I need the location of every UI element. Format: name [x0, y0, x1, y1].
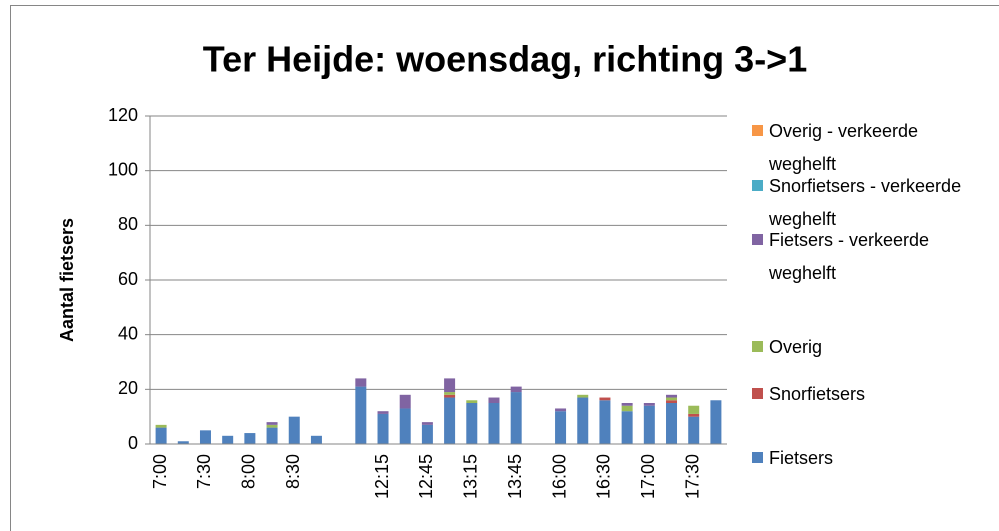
bar-segment: [621, 405, 633, 412]
bar-segment: [310, 435, 322, 444]
legend-entry: Snorfietsers - verkeerde weghelft: [752, 170, 989, 236]
x-tick-label: 12:15: [372, 454, 392, 499]
bar-segment: [621, 403, 633, 406]
y-tick-label: 0: [128, 433, 138, 453]
x-tick-label: 8:00: [239, 454, 259, 489]
bar-segment: [488, 403, 500, 444]
y-tick-label: 120: [108, 105, 138, 125]
bar-segment: [688, 405, 700, 414]
chart-border: [10, 5, 999, 531]
bar-segment: [621, 411, 633, 444]
legend-swatch: [752, 180, 763, 191]
x-tick-label: 16:30: [594, 454, 614, 499]
y-tick-label: 80: [118, 214, 138, 234]
bar-segment: [555, 411, 567, 444]
bar-segment: [555, 408, 567, 412]
legend-label: Overig: [769, 337, 823, 357]
bar-segment: [599, 400, 611, 444]
bar-segment: [444, 392, 456, 395]
bar-segment: [222, 435, 234, 444]
x-tick-label: 7:00: [150, 454, 170, 489]
legend-swatch: [752, 341, 763, 352]
bar-segment: [488, 397, 500, 403]
x-tick-label: 16:00: [549, 454, 569, 499]
bar-segment: [510, 392, 522, 444]
bar-segment: [444, 378, 456, 393]
y-tick-label: 60: [118, 269, 138, 289]
bar-segment: [377, 413, 389, 444]
bar-segment: [444, 394, 456, 398]
legend-label: Snorfietsers: [769, 384, 866, 404]
legend-swatch: [752, 452, 763, 463]
bar-segment: [643, 403, 655, 406]
bar-segment: [266, 422, 278, 425]
x-tick-label: 12:45: [416, 454, 436, 499]
legend-swatch: [752, 388, 763, 399]
chart-title: Ter Heijde: woensdag, richting 3->1: [203, 39, 807, 80]
bar-segment: [599, 397, 611, 401]
bar-segment: [466, 400, 478, 403]
legend-entry: Fietsers: [752, 442, 989, 475]
bar-segment: [421, 422, 433, 425]
bar-segment: [266, 424, 278, 428]
bar-segment: [377, 411, 389, 414]
bar-segment: [577, 394, 589, 398]
bar-segment: [177, 441, 189, 444]
bar-segment: [244, 433, 256, 444]
legend-label: Fietsers - verkeerde weghelft: [769, 230, 930, 283]
bar-segment: [355, 378, 367, 387]
y-tick-label: 100: [108, 159, 138, 179]
bar-segment: [266, 427, 278, 444]
y-tick-label: 40: [118, 323, 138, 343]
bar-segment: [510, 386, 522, 393]
legend-entry: Overig - verkeerde weghelft: [752, 115, 989, 181]
legend-label: Snorfietsers - verkeerde weghelft: [769, 176, 962, 229]
bar-segment: [199, 430, 211, 444]
bar-segment: [577, 397, 589, 444]
legend-swatch: [752, 234, 763, 245]
bar-segment: [155, 424, 167, 428]
bar-segment: [643, 405, 655, 444]
legend-entry: Fietsers - verkeerde weghelft: [752, 224, 989, 290]
bar-segment: [155, 427, 167, 444]
bar-segment: [666, 400, 678, 403]
x-tick-label: 17:30: [682, 454, 702, 499]
bar-segment: [288, 416, 300, 444]
bar-segment: [710, 400, 722, 444]
bar-segment: [688, 416, 700, 444]
bar-segment: [666, 403, 678, 444]
bar-segment: [399, 394, 411, 409]
y-axis-label: Aantal fietsers: [57, 218, 77, 342]
x-tick-label: 8:30: [283, 454, 303, 489]
x-tick-label: 17:00: [638, 454, 658, 499]
legend-label: Overig - verkeerde weghelft: [769, 121, 919, 174]
x-tick-label: 13:15: [461, 454, 481, 499]
y-tick-label: 20: [118, 378, 138, 398]
legend-label: Fietsers: [769, 448, 834, 468]
legend-entry: Overig: [752, 331, 989, 364]
bar-segment: [666, 394, 678, 398]
bar-segment: [666, 397, 678, 401]
bar-segment: [355, 386, 367, 444]
legend-entry: Snorfietsers: [752, 378, 989, 411]
legend-swatch: [752, 125, 763, 136]
bar-segment: [399, 408, 411, 444]
bar-segment: [466, 403, 478, 444]
x-tick-label: 7:30: [194, 454, 214, 489]
bar-segment: [444, 397, 456, 444]
x-tick-label: 13:45: [505, 454, 525, 499]
bar-segment: [421, 424, 433, 444]
bar-segment: [688, 413, 700, 417]
